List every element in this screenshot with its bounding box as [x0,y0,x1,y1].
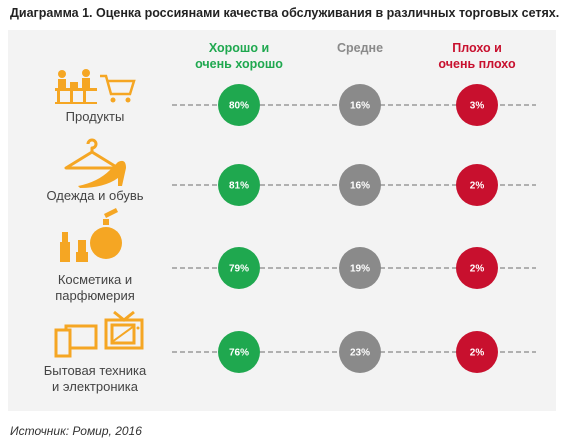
value-label-bad: 3% [470,101,485,112]
value-circle-bad [456,331,498,373]
value-circle-medium [339,247,381,289]
value-circle-good [218,331,260,373]
value-label-medium: 23% [350,348,370,359]
grocery-cart-icon [55,69,136,104]
cosmetics-perfume-icon [60,208,122,262]
icons-layer [54,69,144,358]
value-circle-bad [456,247,498,289]
category-label: Одежда и обувь [46,188,143,203]
value-label-good: 81% [229,181,249,192]
category-label: Косметика и парфюмерия [55,272,135,303]
value-circle-bad [456,84,498,126]
value-label-good: 80% [229,101,249,112]
value-label-bad: 2% [470,348,485,359]
source-note: Источник: Ромир, 2016 [10,424,142,438]
value-circle-medium [339,331,381,373]
category-label: Продукты [66,109,125,124]
column-header-good: Хорошо и очень хорошо [195,41,283,71]
chart-title: Диаграмма 1. Оценка россиянами качества … [10,6,560,20]
value-circle-good [218,84,260,126]
category-label: Бытовая техника и электроника [44,363,147,394]
column-header-bad: Плохо и очень плохо [438,41,516,71]
value-label-medium: 16% [350,101,370,112]
value-circle-good [218,247,260,289]
clothes-shoe-icon [64,138,126,188]
value-label-good: 79% [229,264,249,275]
value-label-good: 76% [229,348,249,359]
chart-layer: Хорошо и очень хорошо Средне Плохо и очень п… [44,41,536,394]
value-label-medium: 19% [350,264,370,275]
value-circle-medium [339,84,381,126]
value-label-bad: 2% [470,181,485,192]
value-label-bad: 2% [470,264,485,275]
value-circle-bad [456,164,498,206]
electronics-tv-icon [54,310,144,358]
value-circle-good [218,164,260,206]
column-header-medium: Средне [337,41,383,55]
value-circle-medium [339,164,381,206]
value-label-medium: 16% [350,181,370,192]
